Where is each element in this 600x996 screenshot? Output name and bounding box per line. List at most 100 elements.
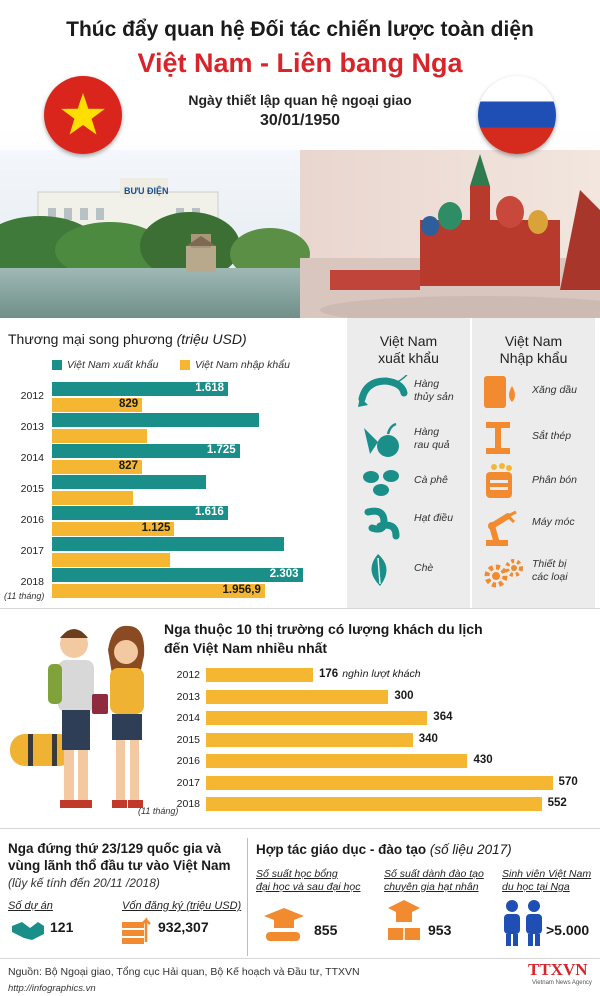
trade-label-import: 827: [118, 460, 138, 472]
section-divider-2: [0, 828, 600, 829]
education-item-label-line: chuyên gia hạt nhân: [384, 881, 479, 893]
export-item-label-line: Hạt điều: [414, 512, 454, 524]
tourism-bar: [206, 797, 542, 811]
tourism-first-value: 176: [319, 668, 339, 680]
trade-year-label: 2018: [20, 576, 44, 588]
imports-heading: Việt Nam Nhập khẩu: [472, 333, 595, 367]
tourism-bar: [206, 711, 428, 725]
vegetables-icon: [364, 422, 399, 457]
export-item-label-line: Hàng: [414, 378, 440, 390]
education-item-label-line: Sinh viên Việt Nam: [502, 868, 592, 880]
legend-import-swatch: [180, 360, 190, 370]
trade-label-export: 2.303: [269, 568, 299, 580]
tourism-year-label: 2018: [176, 798, 200, 810]
tourism-year-label: 2015: [176, 733, 200, 746]
education-item-value: >5.000: [546, 922, 590, 938]
trade-label-import: 1.956,9: [222, 584, 261, 596]
investment-title-line-1: Nga đứng thứ 23/129 quốc gia và: [8, 841, 222, 856]
trade-year-note: (11 tháng): [4, 591, 45, 601]
section-divider-1: [0, 608, 600, 609]
title-line-2: Việt Nam - Liên bang Nga: [137, 48, 463, 78]
tourism-year-label: 2014: [176, 712, 200, 724]
education-title-text: Hợp tác giáo dục - đào tạo: [256, 842, 427, 857]
tourism-bar: [206, 689, 389, 704]
trade-bar-import: [52, 460, 142, 474]
capital-label: Vốn đăng ký (triệu USD): [122, 900, 242, 912]
section-vertical-divider: [247, 838, 248, 956]
tourism-value-label: 364: [433, 711, 453, 723]
investment-note: (lũy kế tính đến 20/11 /2018): [8, 876, 160, 890]
export-item-label-line: rau quả: [414, 439, 450, 451]
tourism-unit-label: nghìn lượt khách: [342, 668, 421, 680]
tourism-year-label: 2013: [176, 690, 200, 703]
import-item-label-line: các loại: [532, 571, 568, 583]
source-text: Nguồn: Bộ Ngoại giao, Tổng cục Hải quan,…: [8, 966, 360, 978]
export-item-label-line: Chè: [414, 562, 434, 574]
shrimp-icon: [358, 375, 408, 407]
footer-divider: [0, 958, 600, 959]
trade-unit: (triệu USD): [176, 331, 247, 347]
education-item-label: Sinh viên Việt Nam du học tại Nga: [502, 868, 591, 894]
trade-bar-export: [52, 537, 284, 551]
trade-bar-export: [52, 475, 207, 489]
fertilizer-bag-icon: [486, 463, 512, 498]
tourism-value-label: 552: [547, 797, 567, 809]
trade-bar-export: [52, 444, 240, 458]
trade-bar-export: [52, 413, 259, 427]
subtitle: Ngày thiết lập quan hệ ngoại giao: [188, 92, 412, 108]
tourism-value-label: 340: [418, 732, 438, 745]
trade-title-text: Thương mại song phương: [8, 331, 173, 347]
import-item-label-line: Thiết bị: [532, 558, 567, 570]
import-item-label: Máy móc: [532, 516, 575, 529]
export-item-label-line: Cà phê: [414, 474, 448, 486]
trade-bar-import: [52, 491, 133, 505]
gears-icon: [484, 559, 523, 588]
import-item-label: Phân bón: [532, 474, 577, 487]
legend-export-label: Việt Nam xuất khẩu: [67, 359, 159, 371]
import-item-label: Sắt thép: [532, 430, 571, 443]
education-title: Hợp tác giáo dục - đào tạo (số liệu 2017…: [256, 842, 512, 857]
tourism-title: Nga thuộc 10 thị trường có lượng khách d…: [164, 620, 584, 658]
trade-year-label: 2012: [20, 390, 44, 402]
trade-year-label: 2016: [20, 514, 44, 526]
trade-bar-import: [52, 553, 170, 567]
tourism-value-label: 176 nghìn lượt khách: [319, 668, 421, 680]
tea-leaf-icon: [371, 554, 387, 586]
projects-value: 121: [50, 919, 74, 935]
ttxvn-logo: TTXVN: [528, 960, 588, 979]
trade-bar-import: [52, 398, 143, 412]
education-item-label-line: Số suất học bổng: [256, 868, 338, 880]
education-item-label: Số suất dành đào tạo chuyên gia hạt nhân: [384, 868, 484, 894]
import-item-label-line: Xăng dầu: [532, 384, 577, 396]
trade-year-label: 2015: [20, 483, 44, 495]
tourism-bar: [206, 775, 553, 790]
import-item-label-line: Sắt thép: [532, 430, 572, 442]
investment-title-line-2: vùng lãnh thổ đầu tư vào Việt Nam: [8, 858, 231, 873]
capital-value: 932,307: [158, 919, 209, 935]
legend-import-label: Việt Nam nhập khẩu: [195, 359, 290, 371]
exports-heading-line-2: xuất khẩu: [378, 350, 439, 366]
ttxvn-logo-subtitle: Vietnam News Agency: [532, 980, 592, 986]
education-item-label-line: Số suất dành đào tạo: [384, 868, 484, 880]
trade-year-label: 2017: [20, 545, 44, 557]
import-item-label-line: Máy móc: [532, 516, 575, 528]
tourism-value-label: 300: [394, 689, 414, 702]
coffee-beans-icon: [363, 470, 399, 496]
projects-label: Số dự án: [8, 900, 53, 912]
trade-label-export: 1.725: [206, 444, 236, 456]
investment-title: Nga đứng thứ 23/129 quốc gia và vùng lãn…: [8, 840, 244, 874]
title-line-1: Thúc đẩy quan hệ Đối tác chiến lược toàn…: [66, 18, 534, 41]
export-item-label: Hàng thủy sản: [414, 378, 454, 404]
legend-export-swatch: [52, 360, 62, 370]
trade-label-import: 1.125: [141, 522, 171, 534]
trade-bar-import: [52, 429, 147, 443]
source-url[interactable]: http://infographics.vn: [8, 983, 96, 994]
education-item-label: Số suất học bổng đại học và sau đại học: [256, 868, 361, 894]
education-item-label-line: du học tại Nga: [502, 881, 570, 893]
landmarks-photo: BƯU ĐIỆN: [0, 150, 600, 318]
travelers-couple-icon: [10, 625, 145, 808]
trade-bar-import: [52, 584, 265, 598]
imports-panel: [472, 318, 595, 608]
education-title-note: (số liệu 2017): [429, 842, 512, 857]
trade-bar-export: [52, 382, 229, 396]
